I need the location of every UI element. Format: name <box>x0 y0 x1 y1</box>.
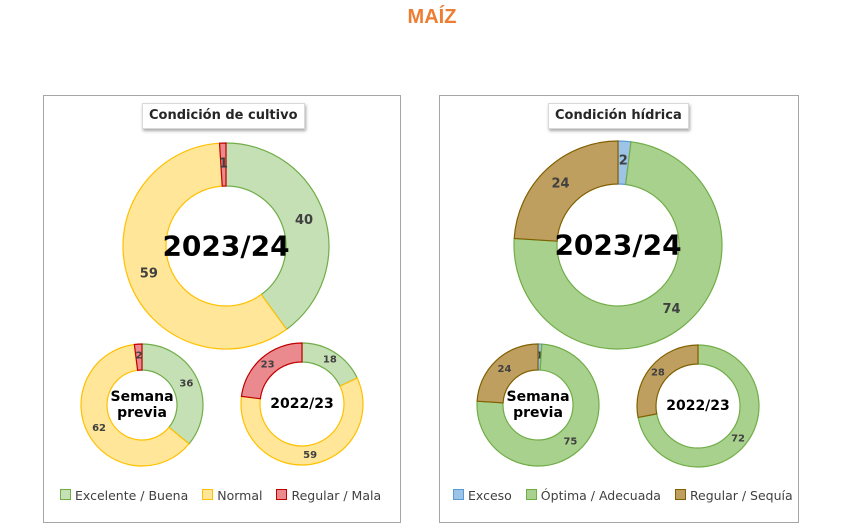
legend-item-optima-adecuada: Óptima / Adecuada <box>525 488 661 503</box>
donut-center-label: 2022/23 <box>270 396 334 412</box>
legend-swatch <box>453 489 464 500</box>
donut-center-label: 2023/24 <box>162 230 289 263</box>
donut-chart: 72 28 2022/23 <box>636 344 760 468</box>
slice-value-label: 75 <box>563 436 577 447</box>
donut-center-label: previa <box>117 405 167 421</box>
donut-center-label: Semana <box>506 389 569 405</box>
donut-slice <box>476 343 539 404</box>
slice-value-label: 74 <box>662 302 680 317</box>
donut-slice <box>133 343 143 371</box>
slice-value-label: 36 <box>179 379 193 390</box>
slice-value-label: 59 <box>140 266 158 281</box>
donut-center-label: 2022/23 <box>666 398 730 414</box>
donut-slice <box>225 142 330 331</box>
legend-label: Óptima / Adecuada <box>540 488 661 503</box>
slice-value-label: 59 <box>303 450 317 461</box>
legend-swatch <box>60 489 71 500</box>
donut-slice <box>240 377 364 466</box>
legend-label: Normal <box>217 488 263 503</box>
water-condition-title: Condición hídrica <box>548 103 689 129</box>
donut-slice <box>80 343 190 467</box>
donut-chart: 2 74 24 2023/24 <box>513 140 723 350</box>
legend-swatch <box>674 489 686 500</box>
legend-swatch <box>202 489 214 500</box>
legend-swatch <box>276 489 288 500</box>
water-condition-legend: Exceso Óptima / Adecuada Regular / Sequí… <box>453 488 803 503</box>
donut-chart: 40 59 1 2023/24 <box>122 142 330 350</box>
slice-value-label: 23 <box>261 359 275 370</box>
slice-value-label: 18 <box>323 355 337 366</box>
slice-value-label: 24 <box>497 364 511 375</box>
legend-swatch <box>525 489 537 500</box>
donut-slice <box>636 344 699 419</box>
donut-slice <box>122 142 288 350</box>
legend-label: Regular / Mala <box>291 488 382 503</box>
donut-center-label: Semana <box>110 389 173 405</box>
slice-value-label: 72 <box>731 434 745 445</box>
slice-value-label: 40 <box>295 213 313 228</box>
crop-condition-legend: Excelente / Buena Normal Regular / Mala <box>60 488 391 503</box>
legend-item-regular-mala: Regular / Mala <box>276 488 381 503</box>
donut-chart: 18 59 23 2022/23 <box>240 342 364 466</box>
legend-item-excelente-buena: Excelente / Buena <box>60 488 188 503</box>
slice-value-label: 1 <box>219 157 228 172</box>
slice-value-label: 2 <box>135 351 142 362</box>
legend-item-exceso: Exceso <box>453 488 512 503</box>
crop-condition-title: Condición de cultivo <box>142 103 305 129</box>
legend-item-normal: Normal <box>202 488 262 503</box>
donut-slice <box>141 343 204 445</box>
slice-value-label: 1 <box>536 351 543 362</box>
donut-slice <box>476 343 600 467</box>
donut-slice <box>637 344 760 468</box>
donut-slice <box>218 142 227 187</box>
legend-label: Exceso <box>468 488 512 503</box>
donut-center-label: 2023/24 <box>554 229 681 262</box>
slice-value-label: 24 <box>551 176 569 191</box>
slice-value-label: 62 <box>92 423 106 434</box>
donut-slice <box>513 141 723 350</box>
legend-label: Regular / Sequía <box>689 488 793 503</box>
donut-slice <box>513 140 619 242</box>
page-title: MAÍZ <box>407 6 457 28</box>
donut-slice <box>240 342 303 400</box>
legend-item-regular-sequia: Regular / Sequía <box>674 488 793 503</box>
legend-label: Excelente / Buena <box>75 488 189 503</box>
slice-value-label: 2 <box>619 154 628 169</box>
donut-center-label: previa <box>513 405 563 421</box>
slice-value-label: 28 <box>651 367 665 378</box>
